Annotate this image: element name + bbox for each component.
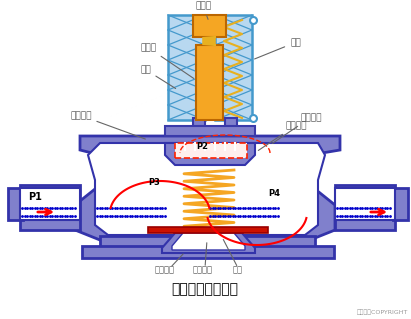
Text: P3: P3 — [148, 178, 160, 187]
Text: P1: P1 — [28, 192, 42, 202]
Text: 主阀阀座: 主阀阀座 — [155, 265, 175, 274]
Bar — [225, 118, 237, 130]
Text: 管道联系式电磁阀: 管道联系式电磁阀 — [171, 282, 238, 296]
Bar — [196, 45, 223, 120]
Bar — [165, 126, 255, 136]
Text: 平衡孔道: 平衡孔道 — [70, 111, 145, 139]
Bar — [20, 188, 80, 220]
Bar — [335, 188, 395, 220]
Text: 泄压孔道: 泄压孔道 — [272, 113, 321, 144]
Polygon shape — [335, 185, 395, 230]
Text: 膜片: 膜片 — [233, 265, 243, 274]
Polygon shape — [162, 233, 255, 253]
Bar — [193, 15, 226, 37]
Text: 弹簧: 弹簧 — [254, 38, 301, 59]
Bar — [82, 246, 334, 258]
Text: P2: P2 — [196, 142, 208, 151]
Polygon shape — [172, 233, 245, 250]
Bar — [193, 118, 205, 130]
Text: 定铁心: 定铁心 — [195, 1, 211, 19]
Polygon shape — [20, 185, 80, 230]
Polygon shape — [88, 143, 325, 235]
Bar — [215, 15, 252, 120]
Bar — [8, 188, 23, 220]
Text: P4: P4 — [268, 189, 280, 198]
Text: 动铁心: 动铁心 — [140, 43, 194, 78]
Bar — [148, 227, 268, 233]
Polygon shape — [165, 143, 255, 165]
Bar — [393, 188, 408, 220]
Polygon shape — [75, 136, 340, 240]
Bar — [100, 236, 315, 250]
Bar — [175, 143, 247, 158]
Bar — [168, 15, 205, 120]
Text: 线圈: 线圈 — [140, 65, 175, 88]
Text: 守阀阀座: 守阀阀座 — [258, 121, 307, 151]
Text: 东方仿真COPYRIGHT: 东方仿真COPYRIGHT — [357, 309, 408, 315]
Text: 主阀阀芯: 主阀阀芯 — [193, 265, 213, 274]
